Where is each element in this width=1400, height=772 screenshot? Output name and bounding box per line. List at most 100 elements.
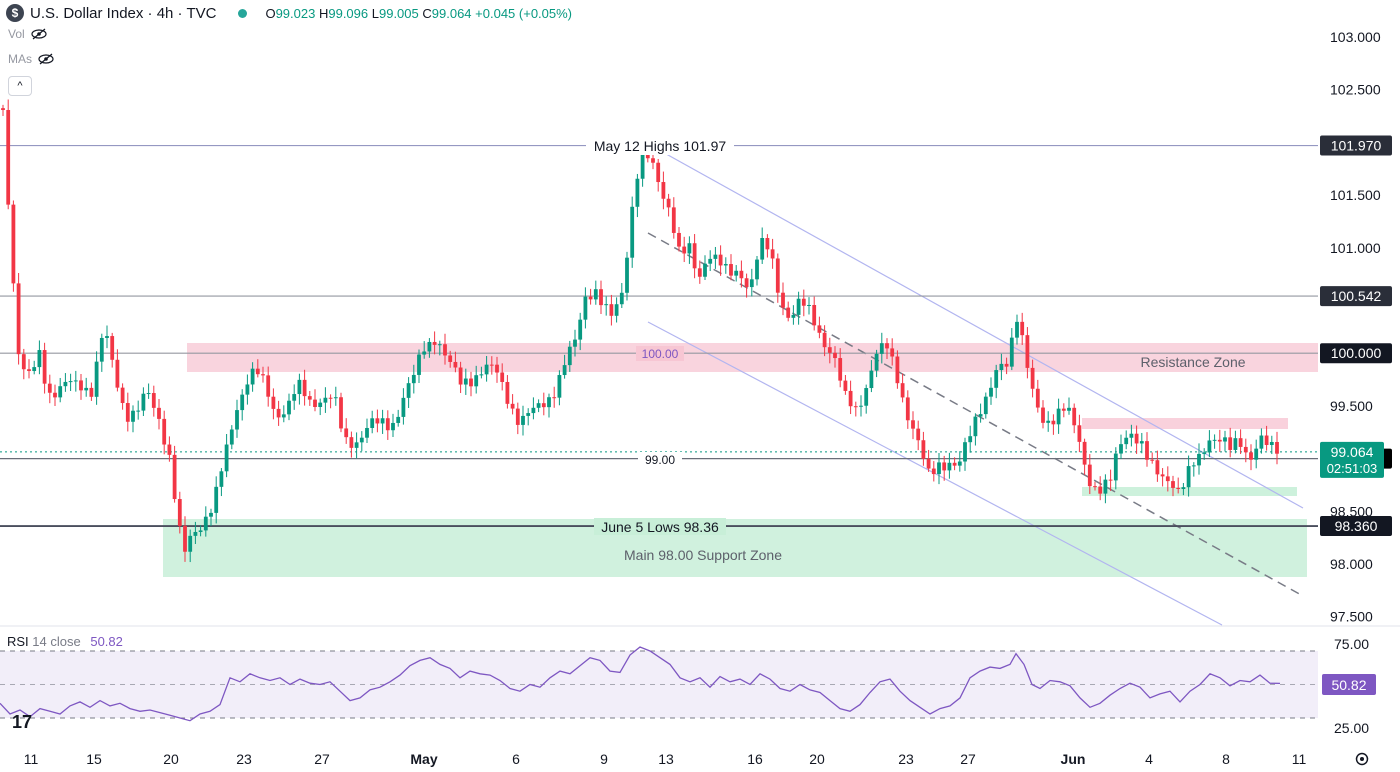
candle-body bbox=[1134, 433, 1139, 444]
candle-body bbox=[401, 397, 406, 417]
may12-highs-label: May 12 Highs 101.97 bbox=[594, 138, 727, 154]
candle-body bbox=[1041, 407, 1045, 423]
price-tag bbox=[1320, 135, 1392, 156]
last-price-text: 99.064 bbox=[1331, 444, 1374, 460]
eye-hidden-icon[interactable] bbox=[31, 28, 47, 40]
candle-body bbox=[567, 346, 572, 366]
candle-body bbox=[495, 364, 499, 373]
candle-body bbox=[94, 361, 99, 397]
candle-body bbox=[666, 198, 671, 208]
candle-body bbox=[463, 378, 468, 385]
candle-body bbox=[682, 246, 687, 254]
rsi-value-tag-text: 50.82 bbox=[1331, 677, 1366, 693]
collapse-indicators-button[interactable]: ^ bbox=[8, 76, 32, 96]
eye-hidden-icon[interactable] bbox=[38, 53, 54, 65]
candle-body bbox=[131, 410, 135, 422]
candle-body bbox=[120, 387, 125, 404]
candle-body bbox=[1249, 452, 1253, 460]
candle-body bbox=[593, 289, 598, 300]
candle-body bbox=[952, 462, 957, 466]
candle-body bbox=[380, 418, 385, 424]
candle-body bbox=[110, 336, 115, 360]
low-value: 99.005 bbox=[378, 5, 419, 21]
price-tag-text: 100.000 bbox=[1331, 345, 1382, 361]
rsi-header[interactable]: RSI 14 close 50.82 bbox=[7, 634, 123, 649]
candle-body bbox=[677, 232, 681, 247]
candle-body bbox=[708, 258, 713, 264]
rsi-line bbox=[0, 646, 1281, 722]
candle-body bbox=[250, 368, 255, 385]
candle-body bbox=[240, 394, 245, 411]
candle-body bbox=[339, 397, 343, 429]
candle-body bbox=[1160, 474, 1165, 477]
candle-body bbox=[1275, 441, 1279, 454]
candle-body bbox=[703, 263, 707, 277]
candle-body bbox=[843, 380, 848, 391]
candle-body bbox=[406, 383, 411, 398]
candle-body bbox=[1046, 420, 1051, 423]
candle-body bbox=[245, 384, 250, 395]
candle-body bbox=[500, 372, 505, 382]
candle-body bbox=[640, 150, 645, 179]
candle-body bbox=[661, 182, 666, 199]
candle-body bbox=[1186, 466, 1191, 488]
candle-body bbox=[1035, 388, 1040, 408]
candle-body bbox=[370, 418, 375, 428]
candle-body bbox=[1243, 446, 1248, 453]
candle-body bbox=[261, 374, 265, 376]
tradingview-logo-icon[interactable]: 17 bbox=[12, 712, 33, 732]
candle-body bbox=[937, 462, 941, 475]
chart-header: $ U.S. Dollar Index · 4h · TVC O99.023 H… bbox=[6, 4, 572, 22]
time-axis: 11 15 20 23 27 May 6 9 13 16 20 23 27 Jun 4 8 11 bbox=[24, 751, 1307, 767]
candle-body bbox=[146, 393, 151, 395]
candle-body bbox=[692, 243, 697, 269]
candle-body bbox=[505, 381, 510, 404]
candle-body bbox=[521, 415, 525, 425]
time-tick-label: 6 bbox=[512, 751, 520, 767]
candle-body bbox=[510, 403, 515, 409]
horizontal-levels bbox=[0, 144, 1318, 527]
candle-body bbox=[349, 437, 354, 448]
candle-body bbox=[713, 254, 718, 259]
time-tick-label: 20 bbox=[163, 751, 179, 767]
price-tick-label: 101.000 bbox=[1330, 240, 1381, 256]
price-tag bbox=[1320, 343, 1392, 364]
candle-body bbox=[1269, 441, 1274, 445]
symbol-title[interactable]: U.S. Dollar Index · 4h · TVC bbox=[30, 4, 217, 22]
candle-body bbox=[1223, 437, 1227, 442]
change-value: +0.045 (+0.05%) bbox=[475, 5, 573, 21]
candle-body bbox=[21, 354, 26, 370]
candle-body bbox=[723, 264, 728, 266]
candle-body bbox=[989, 387, 993, 397]
candle-body bbox=[1129, 433, 1134, 438]
candle-body bbox=[859, 405, 863, 407]
candle-body bbox=[536, 403, 541, 408]
candle-body bbox=[822, 332, 827, 348]
candle-body bbox=[619, 292, 624, 305]
resistance-zone bbox=[187, 343, 1318, 372]
vol-indicator[interactable]: Vol bbox=[8, 27, 47, 41]
price-tag-text: 101.970 bbox=[1331, 138, 1382, 154]
mas-indicator[interactable]: MAs bbox=[8, 52, 54, 66]
candle-body bbox=[1238, 438, 1243, 447]
time-tick-label: May bbox=[410, 751, 437, 767]
candle-body bbox=[671, 207, 676, 233]
candle-body bbox=[443, 344, 447, 356]
candle-body bbox=[151, 393, 156, 408]
level-99-label: 99.00 bbox=[645, 453, 675, 467]
channel-mid-line bbox=[647, 232, 1304, 597]
candle-body bbox=[344, 428, 349, 438]
time-tick-label: 9 bbox=[600, 751, 608, 767]
candle-body bbox=[162, 418, 167, 445]
candle-body bbox=[931, 468, 936, 475]
candle-body bbox=[229, 429, 234, 445]
june5-lows-label: June 5 Lows 98.36 bbox=[601, 519, 719, 535]
minor-resistance-box bbox=[1082, 418, 1288, 429]
candle-body bbox=[573, 339, 577, 347]
candle-body bbox=[266, 375, 271, 397]
candle-body bbox=[1108, 479, 1113, 481]
price-tick-label: 98.500 bbox=[1330, 503, 1373, 519]
settings-icon[interactable] bbox=[1355, 752, 1369, 766]
candle-body bbox=[1103, 479, 1108, 494]
